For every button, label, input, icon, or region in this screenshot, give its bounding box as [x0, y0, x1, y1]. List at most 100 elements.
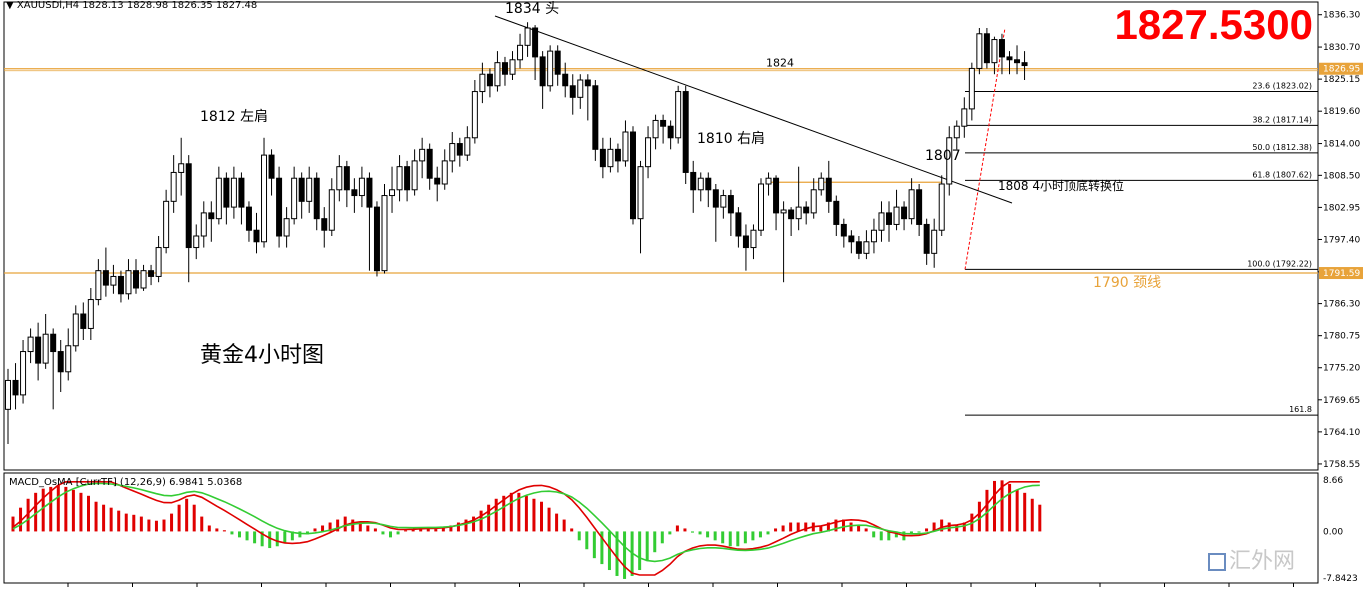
macd-histogram-bar	[789, 522, 793, 532]
macd-histogram-bar	[524, 495, 528, 532]
candle-body	[931, 229, 938, 254]
candle-body	[893, 206, 900, 225]
macd-histogram-bar	[321, 525, 325, 532]
candle-body	[185, 163, 192, 249]
candle-body	[532, 27, 539, 58]
macd-histogram-bar	[977, 501, 981, 532]
macd-histogram-bar	[192, 504, 196, 532]
macd-histogram-bar	[781, 525, 785, 532]
macd-histogram-bar	[736, 531, 740, 547]
candle-body	[720, 195, 727, 208]
macd-histogram-bar	[373, 528, 377, 532]
price-axis-label: 1836.30	[1323, 11, 1360, 21]
candle-body	[599, 148, 606, 168]
macd-histogram-bar	[849, 522, 853, 532]
candle-body	[208, 212, 215, 220]
macd-histogram-bar	[864, 528, 868, 532]
candle-body	[652, 119, 659, 139]
candle-body	[441, 160, 448, 185]
candle-body	[155, 247, 162, 277]
macd-histogram-bar	[139, 516, 143, 532]
candle-body	[170, 171, 177, 202]
macd-histogram-bar	[962, 522, 966, 532]
candle-body	[660, 119, 667, 127]
candle-body	[245, 206, 252, 231]
macd-histogram-bar	[502, 495, 506, 532]
annotation-neckline: 1790 颈线	[1093, 275, 1161, 291]
candle-body	[886, 212, 893, 225]
price-axis-label: 1775.20	[1323, 364, 1360, 374]
macd-histogram-bar	[268, 531, 272, 549]
candle-body	[298, 177, 305, 202]
macd-histogram-bar	[389, 531, 392, 538]
macd-histogram-bar	[154, 520, 158, 532]
candle-body	[682, 91, 689, 173]
candle-body	[343, 166, 350, 191]
candlesticks	[5, 22, 1028, 444]
candle-body	[983, 33, 990, 64]
macd-histogram-bar	[177, 504, 181, 532]
macd-histogram-bar	[872, 531, 876, 538]
candle-body	[607, 148, 614, 168]
candle-body	[833, 200, 840, 225]
macd-histogram-bar	[947, 522, 951, 532]
candle-body	[117, 275, 124, 295]
candle-body	[328, 189, 335, 231]
candle-body	[810, 189, 817, 214]
macd-histogram-bar	[1015, 489, 1019, 532]
macd-histogram-bar	[887, 531, 891, 541]
candle-body	[87, 299, 94, 329]
macd-histogram-bar	[313, 528, 317, 532]
macd-histogram-bar	[207, 525, 211, 532]
macd-histogram-bar	[260, 531, 264, 547]
chevron-down-icon[interactable]: ▼	[6, 0, 14, 11]
candle-body	[509, 59, 516, 75]
macd-histogram-bar	[1023, 492, 1027, 532]
candle-body	[524, 27, 531, 46]
macd-histogram-bar	[404, 530, 408, 532]
macd-histogram-bar	[675, 525, 679, 532]
candle-body	[750, 229, 757, 249]
macd-histogram-bar	[751, 531, 755, 541]
candle-body	[1014, 59, 1021, 64]
macd-panel	[11, 480, 1042, 579]
macd-axis-label: -7.8423	[1323, 574, 1358, 584]
macd-histogram-bar	[1030, 498, 1034, 532]
macd-histogram-bar	[434, 529, 438, 532]
candle-body	[916, 189, 923, 225]
macd-histogram-bar	[109, 507, 113, 532]
macd-histogram-bar	[449, 525, 453, 532]
annotation-head: 1834 头	[505, 1, 559, 17]
symbol-header: ▼ XAUUSDi,H4 1828.13 1828.98 1826.35 182…	[6, 0, 257, 11]
candle-body	[901, 206, 908, 220]
macd-histogram-bar	[517, 492, 521, 532]
macd-histogram-bar	[706, 531, 710, 538]
price-axis-label: 1808.50	[1323, 171, 1360, 181]
candle-body	[614, 148, 621, 162]
candle-body	[313, 177, 320, 220]
candle-body	[991, 39, 998, 64]
candle-body	[870, 229, 877, 243]
annotation-left-shoulder: 1812 左肩	[200, 109, 268, 125]
candle-body	[404, 166, 411, 191]
annotation-reversal-level: 1808 4小时顶底转换位	[998, 178, 1124, 193]
macd-histogram-bar	[298, 531, 302, 538]
macd-histogram-bar	[1000, 480, 1004, 532]
macd-histogram-bar	[683, 528, 687, 532]
candle-body	[592, 85, 599, 150]
candle-body	[366, 177, 373, 208]
macd-histogram-bar	[955, 525, 959, 532]
candle-body	[675, 91, 682, 139]
candle-body	[878, 212, 885, 231]
macd-histogram-bar	[464, 519, 468, 532]
macd-histogram-bar	[351, 519, 355, 532]
macd-histogram-bar	[479, 510, 483, 532]
price-axis-label: 1814.00	[1323, 140, 1360, 150]
candle-body	[268, 154, 275, 179]
checkbox-icon	[1208, 553, 1226, 571]
candle-body	[494, 62, 501, 87]
macd-histogram-bar	[117, 510, 121, 532]
candle-body	[193, 235, 200, 249]
candle-body	[780, 209, 787, 214]
